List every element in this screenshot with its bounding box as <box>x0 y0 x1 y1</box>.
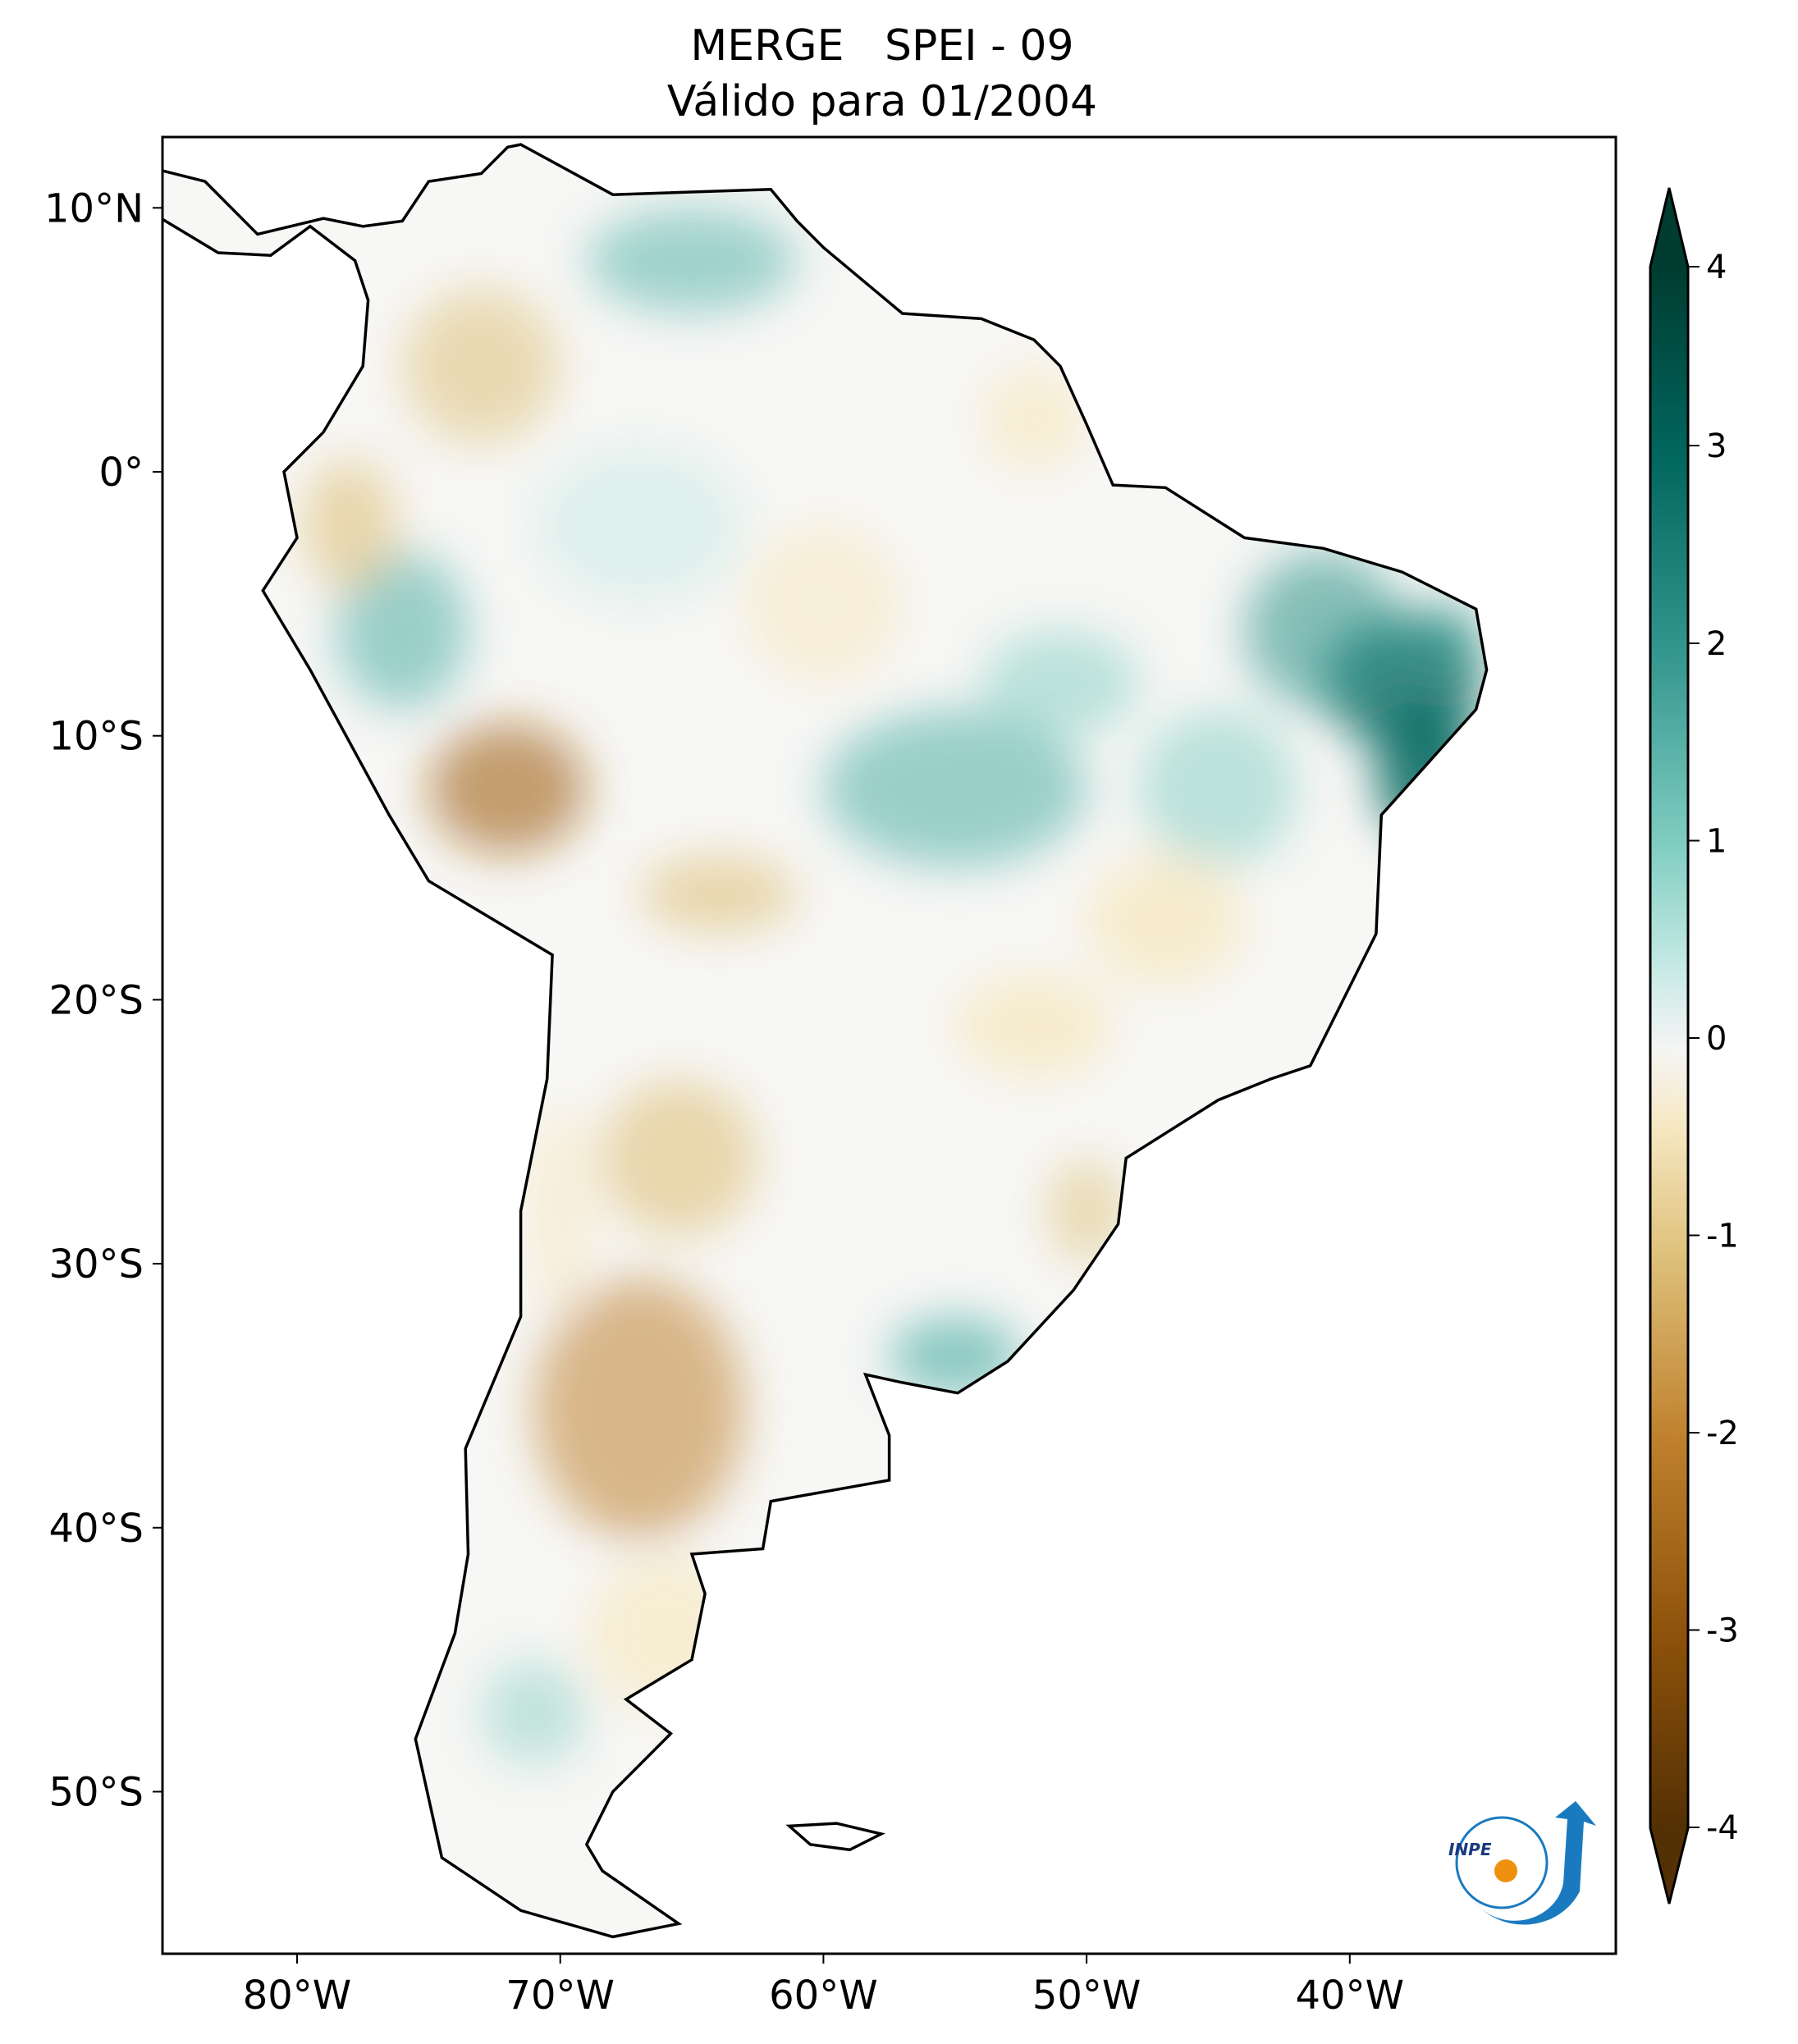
y-tick-label: 50°S <box>48 1770 144 1816</box>
chart-subtitle: Válido para 01/2004 <box>666 77 1098 126</box>
y-tick-label: 30°S <box>48 1241 144 1287</box>
colorbar: 4 3 2 1 0 -1 -2 -3 -4 <box>1649 187 1739 1905</box>
colorbar-extend-min <box>1650 1828 1688 1904</box>
colorbar-tick-label: 4 <box>1706 249 1727 286</box>
anomaly-region <box>302 459 397 591</box>
anomaly-region <box>587 208 798 313</box>
svg-text:INPE: INPE <box>1448 1840 1492 1859</box>
x-tick-label: 60°W <box>769 1973 878 2019</box>
inpe-logo: INPE <box>1448 1801 1596 1925</box>
anomaly-region <box>1244 551 1402 710</box>
anomaly-region <box>744 524 903 683</box>
south-america-land <box>162 144 1487 1937</box>
colorbar-tick-label: 0 <box>1706 1020 1727 1058</box>
falklands-outline <box>785 1822 886 1852</box>
anomaly-region <box>528 1105 592 1316</box>
anomaly-region <box>402 287 560 446</box>
x-tick-label: 40°W <box>1296 1973 1405 2019</box>
colorbar-extend-max <box>1650 188 1688 267</box>
x-tick-label: 70°W <box>506 1973 615 2019</box>
y-tick-label: 10°N <box>44 185 144 231</box>
anomaly-region <box>1376 709 1482 841</box>
anomaly-region <box>481 1659 587 1765</box>
colorbar-tick-label: 1 <box>1706 823 1727 861</box>
colorbar-tick-label: -4 <box>1706 1809 1739 1847</box>
colorbar-tick-label: -3 <box>1706 1612 1739 1650</box>
chart-title: MERGE SPEI - 09 <box>690 21 1074 71</box>
anomaly-region <box>981 366 1087 472</box>
anomaly-region <box>954 973 1113 1079</box>
colorbar-gradient <box>1650 267 1688 1828</box>
anomaly-region <box>336 551 469 710</box>
coastline <box>162 143 1489 1939</box>
anomaly-region <box>533 446 744 604</box>
colorbar-tick-label: 2 <box>1706 625 1727 663</box>
anomaly-region <box>600 1079 758 1237</box>
colorbar-tick-label: -2 <box>1706 1415 1739 1452</box>
map-frame <box>161 135 1617 1955</box>
x-tick-label: 50°W <box>1032 1973 1141 2019</box>
anomaly-region <box>1087 854 1245 986</box>
anomaly-region <box>1402 604 1482 684</box>
anomaly-region <box>639 854 798 934</box>
y-tick-label: 40°S <box>48 1506 144 1552</box>
x-tick-label: 80°W <box>243 1973 352 2019</box>
anomaly-region <box>1139 710 1297 868</box>
anomaly-region <box>981 630 1140 736</box>
anomaly-region <box>533 1278 744 1541</box>
anomaly-region <box>1047 1158 1127 1264</box>
colorbar-tick-label: -1 <box>1706 1218 1739 1255</box>
anomaly-region <box>586 1554 744 1712</box>
y-tick-label: 20°S <box>48 977 144 1023</box>
y-tick-label: 0° <box>98 450 144 496</box>
anomaly-region <box>823 710 1087 868</box>
colorbar-tick-label: 3 <box>1706 428 1727 465</box>
y-tick-label: 10°S <box>48 714 144 760</box>
anomaly-region <box>428 723 587 855</box>
